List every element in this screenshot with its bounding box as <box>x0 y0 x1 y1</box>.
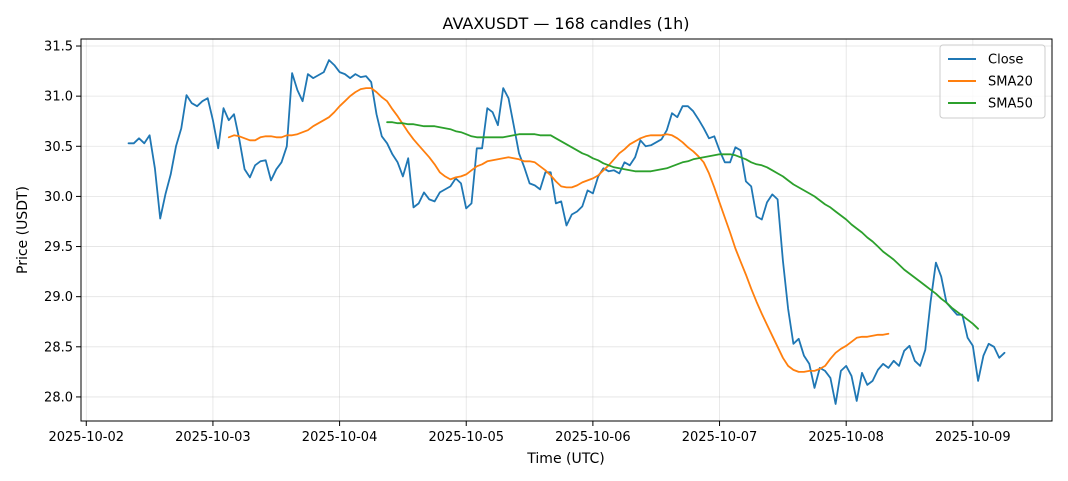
x-tick-label: 2025-10-02 <box>48 430 124 445</box>
legend-label-sma50: SMA50 <box>988 97 1033 112</box>
x-tick-label: 2025-10-08 <box>808 430 884 445</box>
legend: Close SMA20 SMA50 <box>939 44 1046 119</box>
y-tick-label: 29.5 <box>44 240 73 255</box>
y-tick-label: 31.5 <box>44 40 73 55</box>
y-axis: 28.0 28.5 29.0 29.5 30.0 30.5 31.0 31.5 <box>44 40 81 405</box>
legend-label-sma20: SMA20 <box>988 75 1033 90</box>
x-tick-label: 2025-10-07 <box>682 430 758 445</box>
chart-title: AVAXUSDT — 168 candles (1h) <box>443 14 690 33</box>
grid <box>81 39 1052 421</box>
series-line-close <box>127 59 1006 405</box>
y-tick-label: 29.0 <box>44 290 73 305</box>
x-tick-label: 2025-10-04 <box>302 430 378 445</box>
series-line-sma50 <box>386 121 979 330</box>
legend-label-close: Close <box>988 53 1023 68</box>
y-tick-label: 28.0 <box>44 390 73 405</box>
y-tick-label: 30.0 <box>44 190 73 205</box>
x-tick-label: 2025-10-06 <box>555 430 631 445</box>
legend-box <box>939 44 1046 119</box>
y-tick-label: 28.5 <box>44 340 73 355</box>
y-tick-label: 31.0 <box>44 90 73 105</box>
x-tick-label: 2025-10-09 <box>935 430 1011 445</box>
series-line-sma20 <box>227 87 890 373</box>
x-axis: 2025-10-02 2025-10-03 2025-10-04 2025-10-05… <box>48 421 1011 445</box>
plot-frame <box>80 38 1053 422</box>
x-tick-label: 2025-10-03 <box>175 430 251 445</box>
x-tick-label: 2025-10-05 <box>428 430 504 445</box>
x-axis-label: Time (UTC) <box>526 451 604 467</box>
series-layer <box>127 59 1006 405</box>
y-axis-label: Price (USDT) <box>15 186 31 274</box>
y-tick-label: 30.5 <box>44 140 73 155</box>
